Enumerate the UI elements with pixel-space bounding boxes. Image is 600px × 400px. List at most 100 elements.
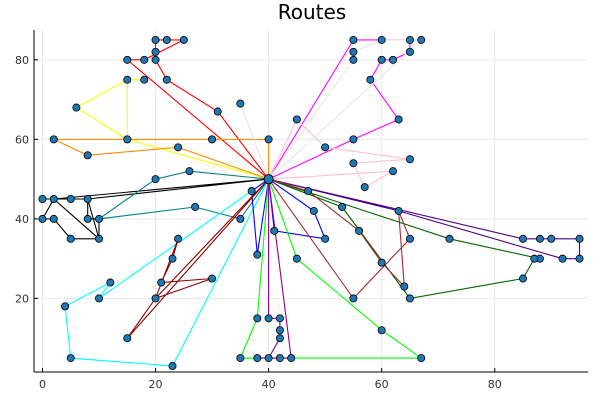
- y-tick-label: 80: [15, 54, 29, 67]
- depot-point: [263, 174, 274, 185]
- customer-point: [292, 115, 301, 124]
- customer-point: [575, 254, 584, 263]
- customer-point: [377, 35, 386, 44]
- x-tick-label: 40: [262, 378, 276, 391]
- customer-point: [275, 354, 284, 363]
- customer-point: [304, 187, 313, 196]
- customer-point: [253, 354, 262, 363]
- customer-point: [575, 234, 584, 243]
- customer-point: [83, 195, 92, 204]
- customer-point: [157, 278, 166, 287]
- customer-point: [208, 274, 217, 283]
- customer-point: [66, 354, 75, 363]
- customer-point: [140, 55, 149, 64]
- customer-point: [106, 278, 115, 287]
- route-line-6: [268, 118, 410, 188]
- customer-point: [168, 254, 177, 263]
- customer-point: [292, 254, 301, 263]
- customer-point: [349, 55, 358, 64]
- customer-point: [388, 167, 397, 176]
- x-tick-label: 60: [375, 378, 389, 391]
- customer-point: [174, 234, 183, 243]
- customer-point: [394, 206, 403, 215]
- route-line-15: [268, 178, 541, 300]
- y-tick-label: 60: [15, 133, 29, 146]
- customer-point: [275, 334, 284, 343]
- customer-point: [417, 354, 426, 363]
- customer-point: [338, 202, 347, 211]
- customer-point: [518, 234, 527, 243]
- customer-point: [405, 234, 414, 243]
- customer-point: [83, 214, 92, 223]
- x-tick-label: 20: [149, 378, 163, 391]
- customer-point: [174, 143, 183, 152]
- customer-point: [95, 234, 104, 243]
- customer-point: [123, 75, 132, 84]
- customer-point: [236, 214, 245, 223]
- axis-layer: 0 20 40 60 80 20 40 60 80: [15, 30, 588, 391]
- customer-point: [309, 206, 318, 215]
- customer-point: [162, 35, 171, 44]
- customer-point: [140, 75, 149, 84]
- chart-title: Routes: [278, 0, 346, 24]
- customer-point: [388, 55, 397, 64]
- customer-point: [208, 135, 217, 144]
- customer-point: [191, 202, 200, 211]
- customer-point: [417, 35, 426, 44]
- customer-point: [49, 195, 58, 204]
- customer-point: [547, 234, 556, 243]
- customer-point: [394, 115, 403, 124]
- route-line-3: [53, 138, 270, 180]
- customer-point: [253, 250, 262, 259]
- customer-point: [377, 258, 386, 267]
- route-line-2: [75, 79, 269, 180]
- customer-point: [558, 254, 567, 263]
- customer-point: [185, 167, 194, 176]
- customer-point: [275, 314, 284, 323]
- customer-point: [530, 254, 539, 263]
- customer-point: [287, 354, 296, 363]
- customer-point: [355, 226, 364, 235]
- customer-point: [123, 135, 132, 144]
- y-tick-label: 20: [15, 292, 29, 305]
- customer-point: [377, 55, 386, 64]
- customer-point: [264, 135, 273, 144]
- customer-point: [405, 294, 414, 303]
- customer-point: [66, 195, 75, 204]
- customer-point: [72, 103, 81, 112]
- customer-point: [168, 362, 177, 371]
- customer-point: [405, 155, 414, 164]
- customer-point: [366, 75, 375, 84]
- customer-point: [49, 135, 58, 144]
- customer-point: [236, 354, 245, 363]
- customer-point: [400, 282, 409, 291]
- route-line-1: [125, 39, 270, 180]
- customer-point: [151, 35, 160, 44]
- route-line-12: [239, 178, 423, 359]
- route-line-4: [268, 39, 411, 180]
- route-line-9: [64, 178, 270, 367]
- customer-point: [275, 326, 284, 335]
- route-line-13: [257, 179, 292, 359]
- customer-point: [360, 183, 369, 192]
- y-tick-label: 40: [15, 213, 29, 226]
- customer-point: [162, 75, 171, 84]
- customer-point: [151, 47, 160, 56]
- customer-point: [151, 175, 160, 184]
- customer-point: [66, 234, 75, 243]
- customer-point: [518, 274, 527, 283]
- customer-point: [236, 99, 245, 108]
- customer-point: [349, 135, 358, 144]
- customer-point: [264, 354, 273, 363]
- customer-point: [179, 35, 188, 44]
- customer-point: [38, 195, 47, 204]
- customer-point: [151, 55, 160, 64]
- customer-point: [247, 187, 256, 196]
- customer-point: [264, 314, 273, 323]
- grid-layer: [34, 30, 588, 372]
- x-tick-label: 0: [39, 378, 46, 391]
- customer-point: [377, 326, 386, 335]
- customer-point: [405, 35, 414, 44]
- customer-point: [253, 314, 262, 323]
